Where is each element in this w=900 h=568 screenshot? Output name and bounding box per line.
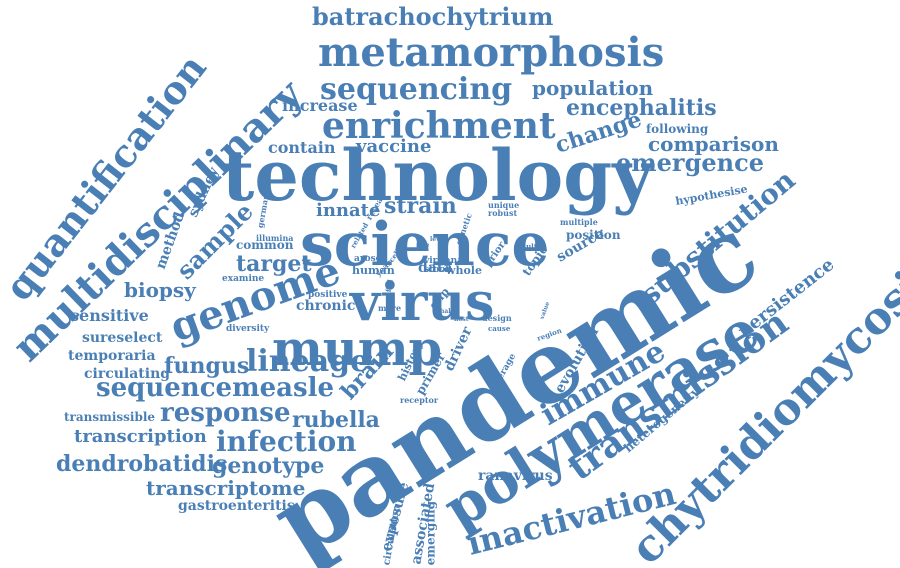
cloud-word-transcriptome: transcriptome <box>146 476 306 501</box>
cloud-word-innate: innate <box>316 199 381 221</box>
cloud-word-position: position <box>566 227 621 242</box>
cloud-word-biopsy: biopsy <box>124 278 196 303</box>
cloud-word-receptor: receptor <box>400 394 439 405</box>
cloud-word-whole: whole <box>446 264 482 278</box>
cloud-word-dendrobatidis: dendrobatidis <box>56 450 228 477</box>
cloud-word-science: science <box>300 210 550 281</box>
cloud-word-fungus: fungus <box>164 352 250 379</box>
cloud-word-following: following <box>646 121 709 136</box>
cloud-word-target: target <box>236 250 312 277</box>
cloud-word-batrachochytrium: batrachochytrium <box>312 2 554 32</box>
cloud-word-infection: infection <box>216 425 357 459</box>
cloud-word-halt: halt <box>440 308 454 316</box>
cloud-word-viral: viral <box>424 255 447 266</box>
cloud-word-sensitive: sensitive <box>70 305 149 325</box>
cloud-word-sequencing: sequencing <box>320 71 513 107</box>
cloud-word-transcription: transcription <box>74 425 207 447</box>
cloud-word-emerging: emerging <box>423 500 438 565</box>
cloud-word-diversity: diversity <box>226 323 270 334</box>
cloud-word-circulating: circulating <box>84 366 171 383</box>
cloud-word-robust: robust <box>488 207 518 218</box>
cloud-word-rana: rana <box>440 255 463 266</box>
cloud-word-virus: virus <box>350 272 495 334</box>
cloud-word-human: human <box>352 264 395 278</box>
cloud-word-more: more <box>378 302 402 313</box>
cloud-word-sequencemeasle: sequencemeasle <box>96 372 335 403</box>
cloud-word-lineage: lineage <box>246 343 370 379</box>
cloud-word-fall: fall <box>383 278 395 293</box>
cloud-word-comparison: comparison <box>648 132 779 157</box>
cloud-word-rubella: rubella <box>292 406 380 433</box>
cloud-word-ranavirus: ranavirus <box>478 468 553 485</box>
cloud-word-positive: positive <box>308 289 348 300</box>
cloud-word-enrichment: enrichment <box>322 104 556 147</box>
cloud-word-vaccine: vaccine <box>356 135 432 157</box>
cloud-word-gastroenteritis: gastroenteritis <box>178 498 295 515</box>
cloud-word-metamorphosis: metamorphosis <box>318 28 665 76</box>
cloud-word-result: result <box>514 241 538 251</box>
cloud-word-increase: increase <box>282 95 358 115</box>
cloud-word-illumina: illumina <box>256 232 294 243</box>
cloud-word-data: data <box>418 260 453 277</box>
cloud-word-common: common <box>236 237 294 252</box>
cloud-word-sureselect: sureselect <box>82 330 163 347</box>
cloud-word-arose: arose <box>354 253 382 264</box>
cloud-word-mump: mump <box>272 320 443 377</box>
cloud-word-genotype: genotype <box>212 452 325 479</box>
cloud-word-technology: technology <box>222 134 653 218</box>
cloud-word-role: role <box>416 242 430 250</box>
cloud-word-emergence: emergence <box>616 148 764 178</box>
cloud-word-cause: cause <box>488 323 511 333</box>
cloud-word-transmissible: transmissible <box>64 409 156 424</box>
cloud-word-temporaria: temporaria <box>68 348 156 365</box>
cloud-word-design: design <box>482 312 512 323</box>
cloud-word-chronic: chronic <box>296 298 356 315</box>
cloud-word-host: host <box>454 316 469 324</box>
cloud-word-contain: contain <box>268 137 336 157</box>
cloud-word-encephalitis: encephalitis <box>566 94 717 121</box>
cloud-word-response: response <box>160 397 291 428</box>
cloud-word-strain: strain <box>384 192 457 219</box>
cloud-word-examine: examine <box>222 273 265 284</box>
cloud-word-level: level <box>430 236 446 244</box>
cloud-word-unique: unique <box>488 199 520 210</box>
cloud-word-multiple: multiple <box>560 216 598 227</box>
cloud-word-population: population <box>532 76 654 101</box>
cloud-word-stool: stool <box>424 264 449 275</box>
